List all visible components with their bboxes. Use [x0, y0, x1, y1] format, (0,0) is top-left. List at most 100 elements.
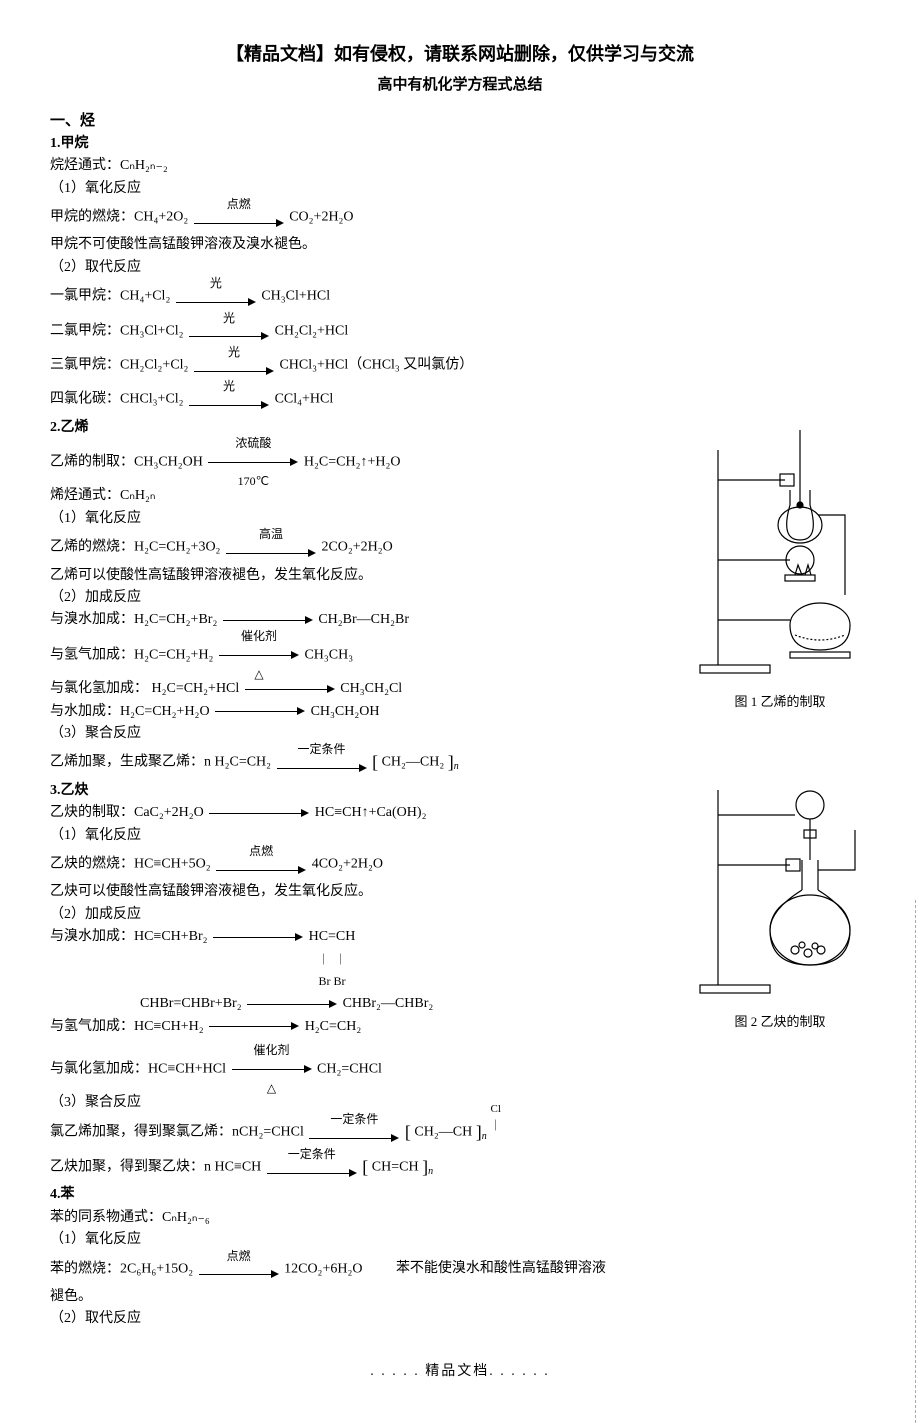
ethyne-br1-post: HC=CH	[309, 929, 356, 944]
ethene-h2o-post: CH₃CH₂OH	[311, 704, 380, 719]
cond-certain: 一定条件	[275, 743, 369, 755]
ethene-prep-pre: 乙烯的制取：CH₃CH₂OH	[50, 455, 203, 470]
figure-2-caption: 图 2 乙炔的制取	[680, 1012, 880, 1033]
ethene-r2: （2）加成反应	[50, 587, 610, 609]
cond-h2so4: 浓硫酸	[206, 437, 300, 449]
poly-n: n	[454, 762, 459, 773]
c3-post: CHCl₃+HCl（CHCl₃ 又叫氯仿）	[279, 357, 473, 372]
c4-pre: 四氯化碳：CHCl₃+Cl₂	[50, 392, 184, 407]
cond-170c: 170℃	[206, 475, 300, 487]
ethene-burn-post: 2CO₂+2H₂O	[321, 540, 392, 555]
cond-certain: 一定条件	[307, 1113, 401, 1125]
cond-heat: △	[230, 1082, 314, 1094]
c4-post: CCl₄+HCl	[275, 392, 334, 407]
ethyne-pvc: 氯乙烯加聚，得到聚氯乙烯：nCH₂=CHCl 一定条件 [ CH₂—CH ]n …	[50, 1115, 610, 1150]
ethyne-r1: （1）氧化反应	[50, 825, 610, 847]
ethene-prep-post: H₂C=CH₂↑+H₂O	[304, 455, 401, 470]
ethyne-prep: 乙炔的制取：CaC₂+2H₂O HC≡CH↑+Ca(OH)₂	[50, 802, 610, 824]
cond-light: 光	[187, 380, 271, 392]
figure-1: 图 1 乙烯的制取	[680, 420, 880, 713]
ethyne-br2-post: CHBr₂—CHBr₂	[343, 996, 434, 1011]
benzene-r1: （1）氧化反应	[50, 1229, 610, 1251]
ethyne-hcl-pre: 与氯化氢加成：HC≡CH+HCl	[50, 1062, 226, 1077]
ethene-h2o-pre: 与水加成：H₂C=CH₂+H₂O	[50, 704, 210, 719]
ethene-apparatus-icon	[690, 420, 870, 680]
benzene-burn-pre: 苯的燃烧：2C₆H₆+15O₂	[50, 1261, 193, 1276]
cond-ignite: 点燃	[214, 845, 308, 857]
doc-title: 高中有机化学方程式总结	[50, 73, 870, 97]
cond-ignite: 点燃	[197, 1250, 281, 1262]
ethyne-hcl-post: CH₂=CHCl	[317, 1062, 382, 1077]
c2-post: CH₂Cl₂+HCl	[275, 323, 349, 338]
figure-1-caption: 图 1 乙烯的制取	[680, 692, 880, 713]
ethyne-prep-post: HC≡CH↑+Ca(OH)₂	[315, 805, 427, 820]
methane-cl3: 三氯甲烷：CH₂Cl₂+Cl₂ 光 CHCl₃+HCl（CHCl₃ 又叫氯仿）	[50, 348, 610, 382]
ethyne-h2: 与氢气加成：HC≡CH+H₂ H₂C=CH₂	[50, 1016, 610, 1038]
cond-catalyst: 催化剂	[217, 630, 301, 642]
methane-r1: （1）氧化反应	[50, 178, 610, 200]
c1-pre: 一氯甲烷：CH₄+Cl₂	[50, 289, 170, 304]
ethene-br-post: CH₂Br—CH₂Br	[318, 612, 409, 627]
ethyne-prep-pre: 乙炔的制取：CaC₂+2H₂O	[50, 805, 204, 820]
ethyne-br1-pre: 与溴水加成：HC≡CH+Br₂	[50, 929, 208, 944]
ethyne-burn-pre: 乙炔的燃烧：HC≡CH+5O₂	[50, 856, 211, 871]
ethyne-burn: 乙炔的燃烧：HC≡CH+5O₂ 点燃 4CO₂+2H₂O	[50, 847, 610, 881]
ethene-hcl-post: CH₃CH₂Cl	[340, 681, 402, 696]
benzene-burn: 苯的燃烧：2C₆H₆+15O₂ 点燃 12CO₂+6H₂O 苯不能使溴水和酸性高…	[50, 1252, 610, 1309]
ethyne-note1: 乙炔可以使酸性高锰酸钾溶液褪色，发生氧化反应。	[50, 881, 610, 903]
poly-n: n	[482, 1131, 487, 1142]
header-warning: 【精品文档】如有侵权，请联系网站删除，仅供学习与交流	[50, 40, 870, 69]
methane-burn: 甲烷的燃烧：CH₄+2O₂ 点燃 CO₂+2H₂O	[50, 200, 610, 234]
ethene-h2o: 与水加成：H₂C=CH₂+H₂O CH₃CH₂OH	[50, 701, 610, 723]
cond-certain: 一定条件	[265, 1148, 359, 1160]
ethyne-br1-sub: Br Br	[318, 974, 345, 988]
benzene-title: 4.苯	[50, 1184, 610, 1206]
ethyne-r2: （2）加成反应	[50, 904, 610, 926]
ethene-hcl-pre: 与氯化氢加成： H₂C=CH₂+HCl	[50, 681, 239, 696]
ethene-poly: 乙烯加聚，生成聚乙烯：n H₂C=CH₂ 一定条件 [ CH₂—CH₂ ]n	[50, 745, 610, 779]
cond-ignite: 点燃	[192, 198, 286, 210]
page-edge-decoration	[915, 900, 916, 1423]
benzene-formula: 苯的同系物通式：CₙH₂ₙ₋₆	[50, 1207, 610, 1229]
ethene-br: 与溴水加成：H₂C=CH₂+Br₂ CH₂Br—CH₂Br	[50, 609, 610, 631]
c2-pre: 二氯甲烷：CH₃Cl+Cl₂	[50, 323, 184, 338]
ethyne-hcl: 与氯化氢加成：HC≡CH+HCl 催化剂 △ CH₂=CHCl	[50, 1046, 610, 1092]
pa-pre: 乙炔加聚，得到聚乙炔：n HC≡CH	[50, 1159, 261, 1174]
methane-burn-post: CO₂+2H₂O	[289, 209, 353, 224]
ethyne-apparatus-icon	[690, 770, 870, 1000]
ethene-br-pre: 与溴水加成：H₂C=CH₂+Br₂	[50, 612, 217, 627]
benzene-r2: （2）取代反应	[50, 1308, 610, 1330]
pvc-pre: 氯乙烯加聚，得到聚氯乙烯：nCH₂=CHCl	[50, 1124, 304, 1139]
ethene-hcl: 与氯化氢加成： H₂C=CH₂+HCl CH₃CH₂Cl	[50, 678, 610, 700]
ethene-burn: 乙烯的燃烧：H₂C=CH₂+3O₂ 高温 2CO₂+2H₂O	[50, 530, 610, 564]
alkane-formula: 烷烃通式：CₙH₂ₙ₋₂	[50, 155, 610, 177]
ethyne-br1: 与溴水加成：HC≡CH+Br₂ HC=CH ｜ ｜ Br Br	[50, 926, 610, 993]
ethene-h2-post: CH₃CH₃	[304, 647, 353, 662]
ethyne-br2-pre: CHBr=CHBr+Br₂	[140, 996, 242, 1011]
methane-cl4: 四氯化碳：CHCl₃+Cl₂ 光 CCl₄+HCl	[50, 382, 610, 416]
ethene-h2: 与氢气加成：H₂C=CH₂+H₂ 催化剂 △ CH₃CH₃	[50, 632, 610, 678]
ethene-prep: 乙烯的制取：CH₃CH₂OH 浓硫酸 170℃ H₂C=CH₂↑+H₂O	[50, 439, 610, 485]
ethyne-title: 3.乙炔	[50, 780, 610, 802]
ethyne-burn-post: 4CO₂+2H₂O	[312, 856, 383, 871]
cond-light: 光	[192, 346, 276, 358]
pa-post: CH=CH	[368, 1159, 422, 1174]
ethyne-h2-post: H₂C=CH₂	[305, 1019, 362, 1034]
ethene-poly-post: CH₂—CH₂	[378, 755, 448, 770]
methane-title: 1.甲烷	[50, 133, 610, 155]
figure-2: 图 2 乙炔的制取	[680, 770, 880, 1033]
ethene-note1: 乙烯可以使酸性高锰酸钾溶液褪色，发生氧化反应。	[50, 565, 610, 587]
benzene-burn-post: 12CO₂+6H₂O	[284, 1261, 362, 1276]
cond-light: 光	[187, 312, 271, 324]
pvc-cl: Cl	[490, 1103, 500, 1115]
cond-light: 光	[174, 277, 258, 289]
cond-heat: △	[217, 668, 301, 680]
ethene-burn-pre: 乙烯的燃烧：H₂C=CH₂+3O₂	[50, 540, 220, 555]
footer-text: . . . . . 精品文档. . . . . .	[50, 1361, 870, 1383]
ethyne-br2: CHBr=CHBr+Br₂ CHBr₂—CHBr₂	[50, 993, 610, 1015]
ethene-poly-pre: 乙烯加聚，生成聚乙烯：n H₂C=CH₂	[50, 755, 271, 770]
poly-n: n	[428, 1166, 433, 1177]
alkene-formula: 烯烃通式：CₙH₂ₙ	[50, 485, 610, 507]
ethene-h2-pre: 与氢气加成：H₂C=CH₂+H₂	[50, 647, 213, 662]
methane-burn-pre: 甲烷的燃烧：CH₄+2O₂	[50, 209, 188, 224]
